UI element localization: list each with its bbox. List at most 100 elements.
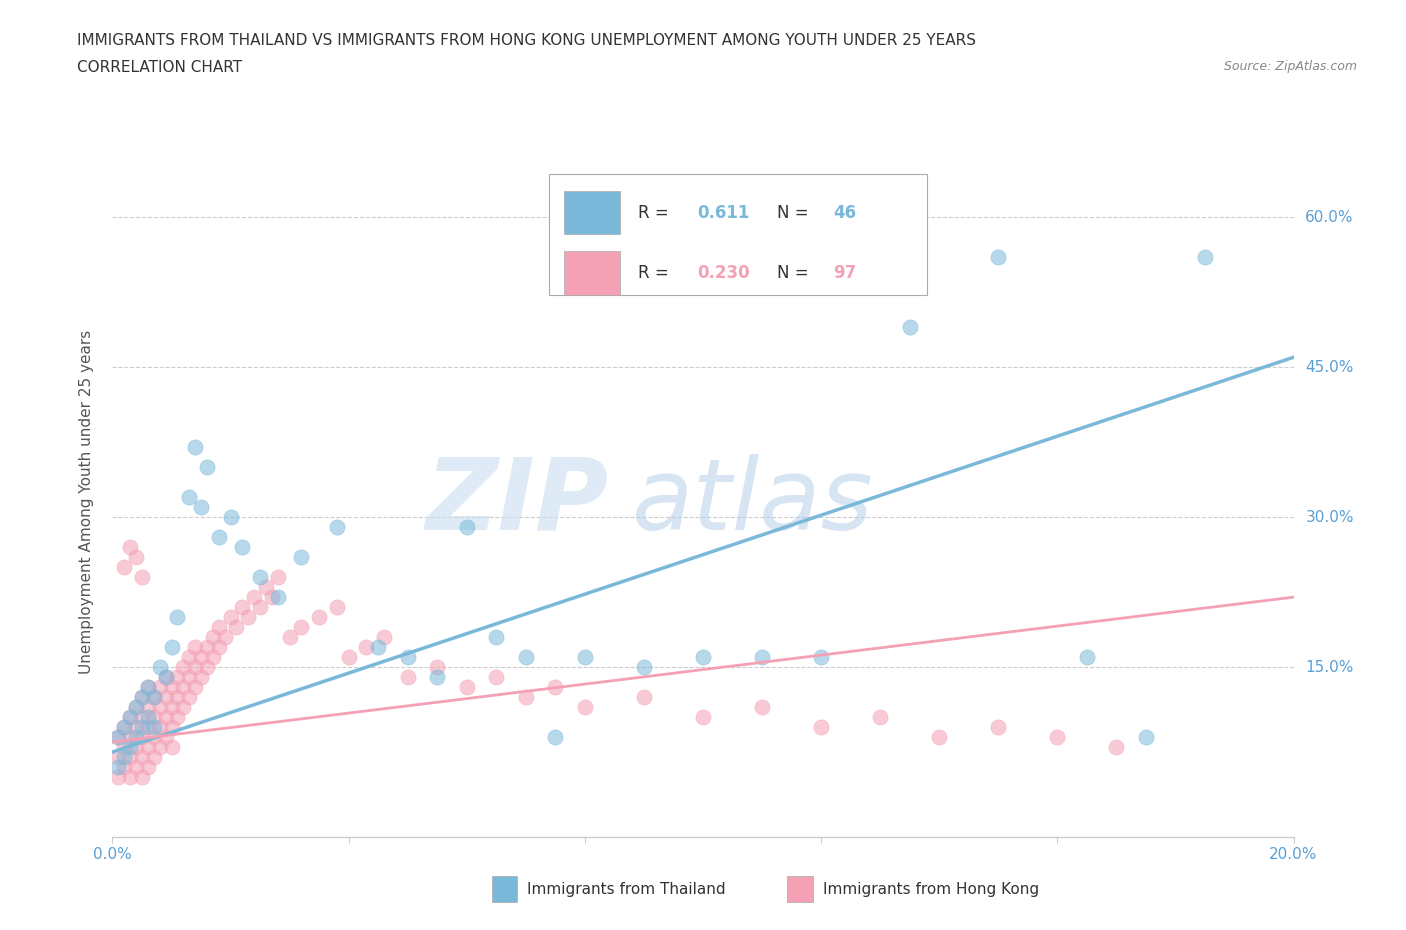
Text: IMMIGRANTS FROM THAILAND VS IMMIGRANTS FROM HONG KONG UNEMPLOYMENT AMONG YOUTH U: IMMIGRANTS FROM THAILAND VS IMMIGRANTS F… xyxy=(77,33,976,47)
Point xyxy=(231,600,253,615)
Text: CORRELATION CHART: CORRELATION CHART xyxy=(77,60,242,75)
Point xyxy=(107,760,129,775)
Point xyxy=(112,720,135,735)
Point xyxy=(928,730,950,745)
Point xyxy=(987,720,1010,735)
Point xyxy=(184,680,207,695)
Point xyxy=(633,690,655,705)
Point xyxy=(131,720,153,735)
Point xyxy=(155,690,177,705)
Text: R =: R = xyxy=(638,264,669,282)
Text: 0.230: 0.230 xyxy=(697,264,749,282)
Point xyxy=(692,650,714,665)
Point xyxy=(160,720,183,735)
Text: R =: R = xyxy=(638,204,669,221)
Text: 97: 97 xyxy=(832,264,856,282)
Text: N =: N = xyxy=(778,264,808,282)
Point xyxy=(112,720,135,735)
Text: Immigrants from Hong Kong: Immigrants from Hong Kong xyxy=(823,882,1039,897)
Point xyxy=(869,710,891,724)
Point xyxy=(544,730,567,745)
Point xyxy=(179,690,201,705)
Point xyxy=(112,560,135,575)
Point xyxy=(136,699,159,714)
Point xyxy=(172,659,194,674)
Point xyxy=(131,710,153,724)
Point xyxy=(136,680,159,695)
Point xyxy=(125,720,148,735)
Point xyxy=(142,750,165,764)
Text: 60.0%: 60.0% xyxy=(1305,210,1354,225)
Point xyxy=(149,699,172,714)
Point xyxy=(1135,730,1157,745)
Point xyxy=(290,550,312,565)
Point xyxy=(136,739,159,754)
Point xyxy=(136,680,159,695)
Text: Source: ZipAtlas.com: Source: ZipAtlas.com xyxy=(1223,60,1357,73)
Point xyxy=(219,510,242,525)
Point xyxy=(810,720,832,735)
Point xyxy=(155,710,177,724)
Point xyxy=(426,670,449,684)
Point xyxy=(373,630,395,644)
Point xyxy=(172,699,194,714)
Point xyxy=(426,659,449,674)
Point xyxy=(136,720,159,735)
Point xyxy=(184,659,207,674)
Point xyxy=(179,670,201,684)
Point xyxy=(208,619,231,634)
Point xyxy=(107,750,129,764)
Point xyxy=(131,690,153,705)
Point xyxy=(267,570,290,585)
Point xyxy=(125,730,148,745)
Point xyxy=(201,630,224,644)
Point xyxy=(515,650,537,665)
Point xyxy=(249,570,271,585)
Point xyxy=(485,630,508,644)
Point xyxy=(131,750,153,764)
Point xyxy=(166,670,188,684)
Point xyxy=(125,760,148,775)
Point xyxy=(290,619,312,634)
Point xyxy=(120,739,142,754)
Point xyxy=(190,650,212,665)
Point xyxy=(160,680,183,695)
Point xyxy=(208,530,231,545)
Point xyxy=(120,710,142,724)
Point xyxy=(125,739,148,754)
Point xyxy=(142,690,165,705)
Point xyxy=(249,600,271,615)
Point xyxy=(155,730,177,745)
Point xyxy=(131,770,153,785)
Point xyxy=(254,579,277,594)
Point xyxy=(190,499,212,514)
Point xyxy=(367,640,389,655)
FancyBboxPatch shape xyxy=(550,174,928,295)
Point xyxy=(485,670,508,684)
Point xyxy=(692,710,714,724)
Text: 15.0%: 15.0% xyxy=(1305,659,1354,674)
Point xyxy=(166,690,188,705)
Point xyxy=(125,550,148,565)
Text: Immigrants from Thailand: Immigrants from Thailand xyxy=(527,882,725,897)
Point xyxy=(149,739,172,754)
Point xyxy=(107,770,129,785)
Point xyxy=(120,539,142,554)
Point xyxy=(1046,730,1069,745)
Point xyxy=(326,600,349,615)
Point xyxy=(751,650,773,665)
Point xyxy=(107,730,129,745)
Point xyxy=(243,590,266,604)
Point xyxy=(112,760,135,775)
Point xyxy=(190,670,212,684)
Point xyxy=(184,440,207,455)
Point xyxy=(515,690,537,705)
Point xyxy=(125,699,148,714)
Point xyxy=(1076,650,1098,665)
Point xyxy=(326,520,349,535)
Text: N =: N = xyxy=(778,204,808,221)
Point xyxy=(142,690,165,705)
Point xyxy=(356,640,378,655)
Text: atlas: atlas xyxy=(633,454,873,551)
Point xyxy=(160,739,183,754)
